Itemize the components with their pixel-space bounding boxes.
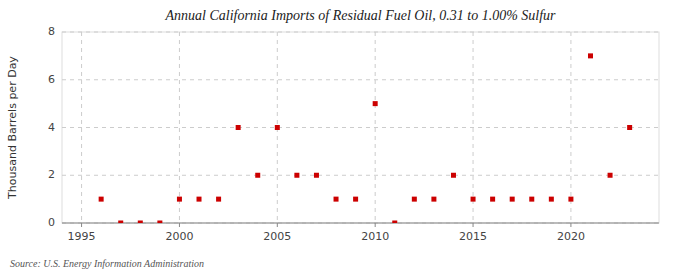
- y-tick-label: 4: [48, 121, 55, 134]
- chart: 0 2 4 6 8 1995 2000 2005 2010 2015 2020 Annual Cali…: [0, 0, 675, 275]
- point: [431, 197, 436, 202]
- point: [588, 53, 593, 58]
- point: [99, 197, 104, 202]
- x-tick: [179, 223, 180, 227]
- x-grid-line: [570, 32, 571, 223]
- points: [99, 53, 632, 223]
- point: [549, 197, 554, 202]
- point: [529, 197, 534, 202]
- title: Annual California Imports of Residual Fu…: [164, 8, 556, 23]
- y-tick-label: 0: [48, 216, 55, 229]
- y-tick-label: 8: [48, 25, 55, 38]
- point: [510, 197, 515, 202]
- x-grid-line: [179, 32, 180, 223]
- x-tick-label: 1995: [68, 230, 96, 243]
- point: [294, 173, 299, 178]
- grid: [62, 32, 659, 223]
- point: [314, 173, 319, 178]
- point: [568, 197, 573, 202]
- x-grid-line: [473, 32, 474, 223]
- x-grid-line: [81, 32, 82, 223]
- x-axis-line: [62, 223, 659, 224]
- point: [412, 197, 417, 202]
- point: [627, 125, 632, 130]
- x-tick: [570, 223, 571, 227]
- point: [490, 197, 495, 202]
- point: [608, 173, 613, 178]
- point: [177, 197, 182, 202]
- y-grid-line: [62, 127, 659, 128]
- x-tick: [277, 223, 278, 227]
- axes: 0 2 4 6 8 1995 2000 2005 2010 2015 2020: [48, 25, 659, 243]
- x-tick-label: 2000: [165, 230, 193, 243]
- point: [118, 221, 123, 224]
- x-tick: [473, 223, 474, 227]
- y-tick-label: 2: [48, 168, 55, 181]
- point: [353, 197, 358, 202]
- x-grid-line: [375, 32, 376, 223]
- y-axis-label: Thousand Barrels per Day: [6, 56, 19, 200]
- point: [255, 173, 260, 178]
- y-tick-label: 6: [48, 73, 55, 86]
- y-grid-line: [62, 223, 659, 224]
- x-tick: [375, 223, 376, 227]
- plot-frame: [62, 32, 659, 223]
- point: [197, 197, 202, 202]
- point: [392, 221, 397, 224]
- x-tick-label: 2020: [557, 230, 585, 243]
- point: [334, 197, 339, 202]
- point: [471, 197, 476, 202]
- x-tick-label: 2015: [459, 230, 487, 243]
- y-grid-line: [62, 79, 659, 80]
- y-grid-line: [62, 175, 659, 176]
- source-annotation: Source: U.S. Energy Information Administ…: [10, 258, 204, 269]
- y-grid-line: [62, 32, 659, 33]
- point: [216, 197, 221, 202]
- x-tick-label: 2005: [263, 230, 291, 243]
- x-tick: [81, 223, 82, 227]
- point: [451, 173, 456, 178]
- point: [275, 125, 280, 130]
- x-tick-label: 2010: [361, 230, 389, 243]
- point: [373, 101, 378, 106]
- point: [236, 125, 241, 130]
- point: [157, 221, 162, 224]
- point: [138, 221, 143, 224]
